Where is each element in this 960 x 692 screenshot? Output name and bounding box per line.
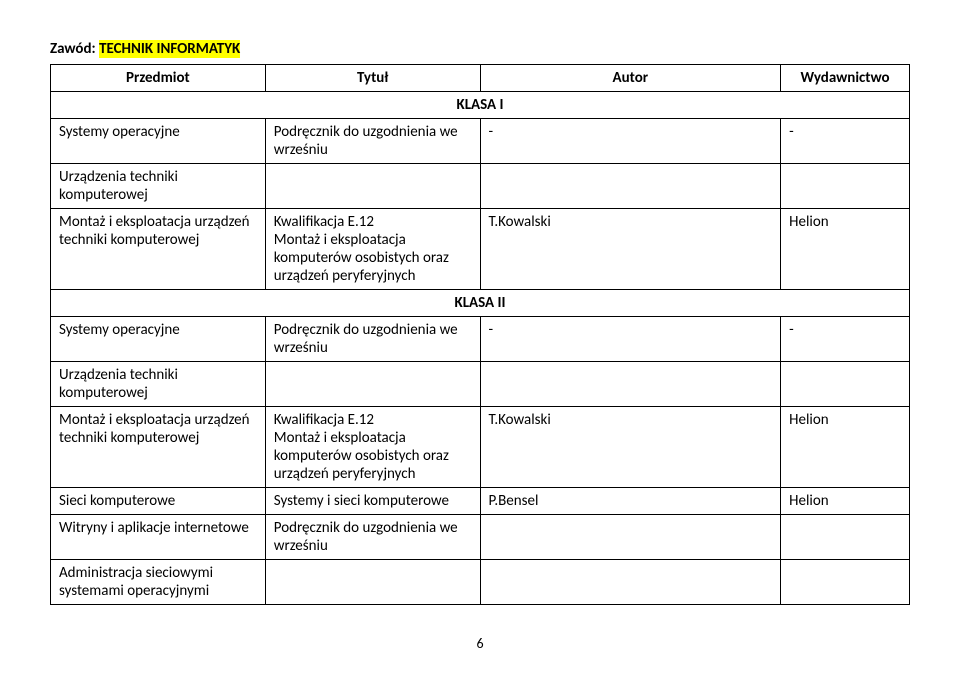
cell-subject: Systemy operacyjne — [51, 317, 266, 362]
section-klasa2: KLASA II — [51, 290, 910, 317]
cell-author: - — [480, 119, 781, 164]
cell-title: Systemy i sieci komputerowe — [265, 488, 480, 515]
cell-subject: Sieci komputerowe — [51, 488, 266, 515]
section-klasa1: KLASA I — [51, 92, 910, 119]
cell-author: T.Kowalski — [480, 209, 781, 290]
table-row: Witryny i aplikacje internetowe Podręczn… — [51, 515, 910, 560]
table-row: Systemy operacyjne Podręcznik do uzgodni… — [51, 119, 910, 164]
cell-author — [480, 362, 781, 407]
cell-publisher: - — [781, 119, 910, 164]
cell-title: Kwalifikacja E.12Montaż i eksploatacja k… — [265, 407, 480, 488]
cell-author — [480, 560, 781, 605]
textbook-table: Przedmiot Tytuł Autor Wydawnictwo KLASA … — [50, 64, 910, 605]
cell-title — [265, 560, 480, 605]
cell-subject: Urządzenia techniki komputerowej — [51, 362, 266, 407]
cell-subject: Montaż i eksploatacja urządzeń techniki … — [51, 209, 266, 290]
section-klasa1-label: KLASA I — [51, 92, 910, 119]
header-title: Tytuł — [265, 65, 480, 92]
zawod-label: Zawód: — [50, 40, 99, 58]
cell-publisher — [781, 164, 910, 209]
cell-publisher: Helion — [781, 488, 910, 515]
cell-author — [480, 164, 781, 209]
table-row: Urządzenia techniki komputerowej — [51, 164, 910, 209]
cell-subject: Montaż i eksploatacja urządzeń techniki … — [51, 407, 266, 488]
cell-author: T.Kowalski — [480, 407, 781, 488]
cell-publisher: Helion — [781, 407, 910, 488]
cell-author: - — [480, 317, 781, 362]
zawod-line: Zawód: TECHNIK INFORMATYK — [50, 40, 910, 58]
header-publisher: Wydawnictwo — [781, 65, 910, 92]
cell-title: Podręcznik do uzgodnienia we wrześniu — [265, 119, 480, 164]
table-row: Systemy operacyjne Podręcznik do uzgodni… — [51, 317, 910, 362]
section-klasa2-label: KLASA II — [51, 290, 910, 317]
cell-publisher: - — [781, 317, 910, 362]
zawod-value: TECHNIK INFORMATYK — [99, 40, 240, 58]
cell-subject: Urządzenia techniki komputerowej — [51, 164, 266, 209]
cell-title — [265, 362, 480, 407]
header-row: Przedmiot Tytuł Autor Wydawnictwo — [51, 65, 910, 92]
cell-publisher: Helion — [781, 209, 910, 290]
header-author: Autor — [480, 65, 781, 92]
table-row: Montaż i eksploatacja urządzeń techniki … — [51, 407, 910, 488]
table-row: Administracja sieciowymi systemami opera… — [51, 560, 910, 605]
cell-publisher — [781, 362, 910, 407]
cell-title: Podręcznik do uzgodnienia we wrześniu — [265, 317, 480, 362]
page-number: 6 — [50, 635, 910, 652]
table-row: Montaż i eksploatacja urządzeń techniki … — [51, 209, 910, 290]
table-row: Sieci komputerowe Systemy i sieci komput… — [51, 488, 910, 515]
cell-publisher — [781, 560, 910, 605]
cell-publisher — [781, 515, 910, 560]
cell-subject: Witryny i aplikacje internetowe — [51, 515, 266, 560]
cell-author: P.Bensel — [480, 488, 781, 515]
cell-subject: Administracja sieciowymi systemami opera… — [51, 560, 266, 605]
cell-title: Podręcznik do uzgodnienia we wrześniu — [265, 515, 480, 560]
header-subject: Przedmiot — [51, 65, 266, 92]
cell-title: Kwalifikacja E.12Montaż i eksploatacja k… — [265, 209, 480, 290]
cell-subject: Systemy operacyjne — [51, 119, 266, 164]
cell-author — [480, 515, 781, 560]
cell-title — [265, 164, 480, 209]
table-row: Urządzenia techniki komputerowej — [51, 362, 910, 407]
